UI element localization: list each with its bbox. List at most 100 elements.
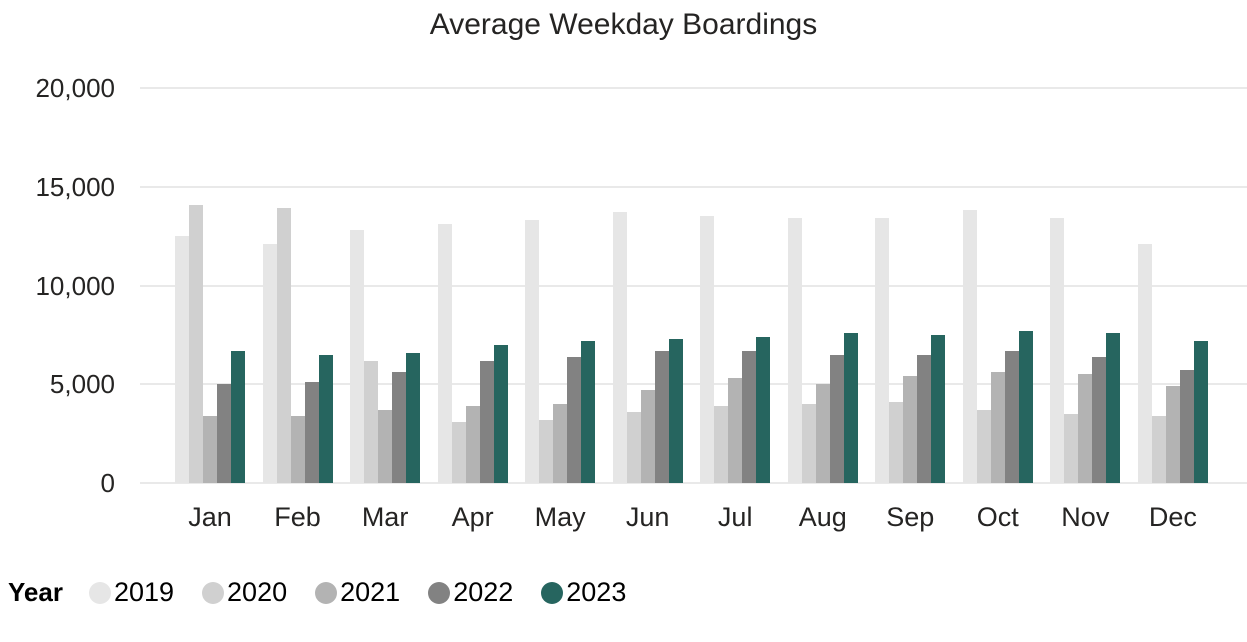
legend-item-2021[interactable]: 2021 <box>315 577 400 608</box>
bar-sep-2022[interactable] <box>917 355 932 483</box>
bar-oct-2021[interactable] <box>990 372 1005 483</box>
bar-oct-2023[interactable] <box>1018 331 1033 483</box>
legend-swatch-icon-2019 <box>88 581 111 604</box>
legend-item-2019[interactable]: 2019 <box>88 577 174 608</box>
bar-jan-2022[interactable] <box>217 384 231 483</box>
y-axis-tick-label: 0 <box>100 468 115 498</box>
bar-sep-2021[interactable] <box>903 376 918 483</box>
bar-aug-2021[interactable] <box>815 384 830 483</box>
bar-group-may: May <box>525 220 596 532</box>
bar-jul-2020[interactable] <box>714 406 729 483</box>
bar-may-2019[interactable] <box>525 220 540 483</box>
bar-oct-2022[interactable] <box>1004 351 1019 483</box>
bar-apr-2020[interactable] <box>451 422 466 483</box>
x-axis-label-jun: Jun <box>625 502 670 532</box>
bar-apr-2023[interactable] <box>493 345 508 483</box>
legend: Year 2019 2020 2021 2022 2023 <box>8 577 626 608</box>
bar-apr-2019[interactable] <box>437 224 452 483</box>
bar-aug-2019[interactable] <box>787 218 802 483</box>
x-axis-label-sep: Sep <box>886 502 935 532</box>
bar-group-feb: Feb <box>262 208 333 532</box>
legend-item-2020[interactable]: 2020 <box>202 577 287 608</box>
gridline-0 <box>140 482 1247 484</box>
bar-nov-2019[interactable] <box>1050 218 1065 483</box>
x-axis-label-aug: Aug <box>798 502 847 532</box>
bar-jun-2019[interactable] <box>612 212 627 483</box>
bar-feb-2021[interactable] <box>290 416 305 483</box>
bar-may-2020[interactable] <box>539 420 554 483</box>
legend-items: 2019 2020 2021 2022 2023 <box>88 577 626 608</box>
bar-oct-2020[interactable] <box>976 410 991 483</box>
legend-item-2023[interactable]: 2023 <box>541 577 626 608</box>
bar-jan-2023[interactable] <box>231 351 245 483</box>
legend-label-2023: 2023 <box>566 577 627 607</box>
bar-mar-2019[interactable] <box>350 230 365 483</box>
bar-jan-2019[interactable] <box>175 236 189 483</box>
x-axis-label-mar: Mar <box>361 502 409 532</box>
x-axis-label-may: May <box>534 502 586 532</box>
legend-title: Year <box>8 577 63 607</box>
legend-swatch-icon-2022 <box>428 581 451 604</box>
gridline-5000 <box>140 383 1247 386</box>
bar-mar-2021[interactable] <box>378 410 393 483</box>
bar-feb-2019[interactable] <box>262 244 277 483</box>
bar-may-2022[interactable] <box>567 357 582 483</box>
bar-may-2021[interactable] <box>553 404 568 483</box>
bar-oct-2019[interactable] <box>962 210 977 483</box>
bar-mar-2020[interactable] <box>364 361 379 483</box>
bar-aug-2020[interactable] <box>801 404 816 483</box>
bar-feb-2023[interactable] <box>318 355 333 483</box>
bar-sep-2020[interactable] <box>889 402 904 483</box>
bar-jun-2022[interactable] <box>654 351 669 483</box>
bar-jun-2020[interactable] <box>626 412 641 483</box>
bar-nov-2021[interactable] <box>1078 374 1093 483</box>
bar-jan-2021[interactable] <box>203 416 217 483</box>
bar-jul-2019[interactable] <box>700 216 715 483</box>
bar-aug-2023[interactable] <box>843 333 858 483</box>
y-axis-tick-label: 15,000 <box>35 171 115 202</box>
x-axis-label-nov: Nov <box>1061 502 1110 532</box>
legend-swatch-icon-2021 <box>315 581 338 604</box>
bar-jul-2023[interactable] <box>756 337 771 483</box>
bar-sep-2019[interactable] <box>875 218 890 483</box>
bar-jul-2021[interactable] <box>728 378 743 483</box>
legend-swatch-icon-2023 <box>541 581 564 604</box>
bar-dec-2023[interactable] <box>1193 341 1208 483</box>
gridline-10000 <box>140 284 1247 287</box>
bar-nov-2020[interactable] <box>1064 414 1079 483</box>
bar-dec-2020[interactable] <box>1151 416 1166 483</box>
bar-groups: Jan Feb Mar Apr May Jun Jul Aug Sep Oct Nov Dec <box>140 88 1247 532</box>
legend-item-2022[interactable]: 2022 <box>428 577 513 608</box>
bar-jan-2020[interactable] <box>189 205 203 483</box>
bar-dec-2021[interactable] <box>1165 386 1180 483</box>
legend-label-2021: 2021 <box>340 577 401 607</box>
legend-swatch-icon-2020 <box>202 581 225 604</box>
bar-mar-2022[interactable] <box>392 372 407 483</box>
bar-nov-2023[interactable] <box>1106 333 1121 483</box>
y-axis-tick-label: 10,000 <box>35 270 115 301</box>
bar-group-apr: Apr <box>437 224 508 532</box>
bar-group-jan: Jan <box>175 205 245 532</box>
bar-may-2023[interactable] <box>581 341 596 483</box>
bar-jul-2022[interactable] <box>742 351 757 483</box>
bar-jun-2023[interactable] <box>668 339 683 483</box>
bar-apr-2022[interactable] <box>479 361 494 483</box>
chart-title: Average Weekday Boardings <box>429 8 818 41</box>
bar-nov-2022[interactable] <box>1092 357 1107 483</box>
bar-dec-2022[interactable] <box>1179 370 1194 483</box>
bar-group-jun: Jun <box>612 212 683 532</box>
y-axis-tick-label: 5,000 <box>49 369 115 400</box>
bar-group-sep: Sep <box>875 218 946 532</box>
bar-sep-2023[interactable] <box>931 335 946 483</box>
bar-group-nov: Nov <box>1050 218 1121 532</box>
bar-jun-2021[interactable] <box>640 390 655 483</box>
bar-feb-2022[interactable] <box>304 382 319 483</box>
bar-group-mar: Mar <box>350 230 421 532</box>
bar-mar-2023[interactable] <box>406 353 421 483</box>
bar-feb-2020[interactable] <box>276 208 291 483</box>
y-axis-tick-label: 20,000 <box>35 73 115 103</box>
bar-aug-2022[interactable] <box>829 355 844 483</box>
bar-apr-2021[interactable] <box>465 406 480 483</box>
bar-dec-2019[interactable] <box>1137 244 1152 483</box>
